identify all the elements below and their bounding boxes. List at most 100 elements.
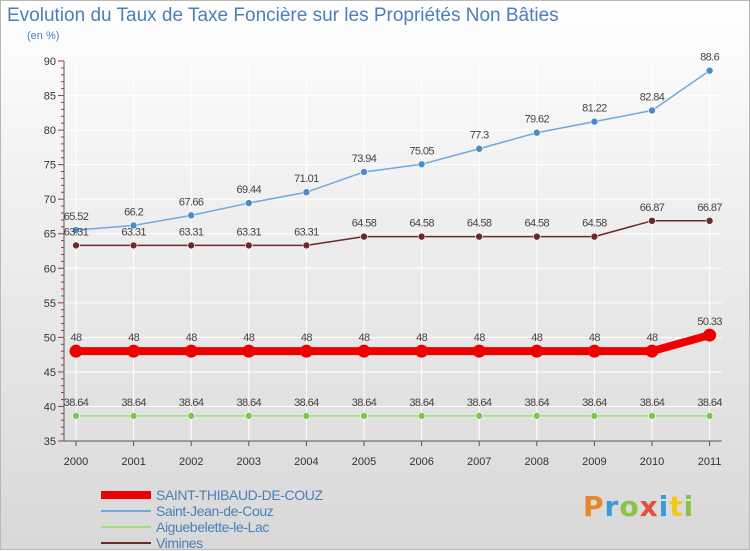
y-tick-label: 70 <box>44 194 56 206</box>
x-tick-label: 2009 <box>582 456 606 468</box>
x-tick-label: 2010 <box>640 456 664 468</box>
chart-title: Evolution du Taux de Taxe Foncière sur l… <box>7 5 559 26</box>
x-tick-label: 2005 <box>352 456 376 468</box>
data-label-saint-thibaud-de-couz: 48 <box>416 332 428 344</box>
data-point-saint-jean-de-couz <box>360 168 368 176</box>
data-label-saint-thibaud-de-couz: 48 <box>128 332 140 344</box>
data-point-vimines <box>245 241 253 250</box>
data-point-saint-jean-de-couz <box>417 160 426 169</box>
data-point-saint-jean-de-couz <box>302 188 311 197</box>
data-label-saint-thibaud-de-couz: 48 <box>474 332 486 344</box>
data-point-vimines <box>129 241 138 250</box>
data-point-vimines <box>417 232 426 241</box>
data-point-saint-jean-de-couz <box>532 128 541 137</box>
y-tick-label: 80 <box>44 125 56 137</box>
unit-label: (en %) <box>27 30 60 42</box>
legend-swatch <box>101 491 151 499</box>
data-label-aiguebelette-le-lac: 38.64 <box>294 397 319 409</box>
data-label-vimines: 63.31 <box>121 226 146 238</box>
data-label-aiguebelette-le-lac: 38.64 <box>179 397 204 409</box>
data-label-aiguebelette-le-lac: 38.64 <box>525 397 550 409</box>
data-point-vimines <box>590 232 599 241</box>
data-point-aiguebelette-le-lac <box>648 412 656 420</box>
data-label-aiguebelette-le-lac: 38.64 <box>467 397 492 409</box>
data-label-vimines: 64.58 <box>467 218 492 230</box>
data-point-aiguebelette-le-lac <box>705 412 714 420</box>
data-point-aiguebelette-le-lac <box>302 412 311 420</box>
data-point-vimines <box>72 241 80 250</box>
data-label-vimines: 63.31 <box>179 226 204 238</box>
data-point-aiguebelette-le-lac <box>475 412 484 420</box>
axes: 35 40 45 50 55 60 65 70 75 80 85 90 2000 2001 2002 2003… <box>44 56 722 468</box>
y-tick-label: 40 <box>44 401 56 413</box>
data-label-saint-jean-de-couz: 88.6 <box>700 52 719 64</box>
data-label-saint-jean-de-couz: 67.66 <box>179 196 204 208</box>
data-point-saint-thibaud-de-couz <box>530 344 544 358</box>
data-point-vimines <box>648 217 656 225</box>
legend-label: Aiguebelette-le-Lac <box>156 519 270 535</box>
data-point-saint-jean-de-couz <box>187 211 195 220</box>
data-label-saint-thibaud-de-couz: 48 <box>70 332 82 344</box>
x-tick-label: 2011 <box>698 456 722 468</box>
data-label-saint-jean-de-couz: 75.05 <box>409 145 434 157</box>
data-labels: 65.52 66.2 67.66 69.44 71.01 73.94 75.05 77.3 79… <box>64 52 723 409</box>
data-label-saint-thibaud-de-couz: 48 <box>186 332 198 344</box>
data-point-vimines <box>705 217 714 225</box>
y-tick-label: 85 <box>44 91 56 103</box>
data-point-aiguebelette-le-lac <box>129 412 138 420</box>
data-label-aiguebelette-le-lac: 38.64 <box>697 397 722 409</box>
data-point-saint-thibaud-de-couz <box>242 344 256 358</box>
series-layer <box>69 66 717 420</box>
data-label-saint-thibaud-de-couz: 48 <box>358 332 370 344</box>
data-point-vimines <box>475 232 484 241</box>
data-point-saint-thibaud-de-couz <box>587 344 601 358</box>
data-point-vimines <box>187 241 195 250</box>
data-point-aiguebelette-le-lac <box>72 412 80 420</box>
data-label-aiguebelette-le-lac: 38.64 <box>121 397 146 409</box>
data-label-vimines: 63.31 <box>294 226 319 238</box>
legend-swatch <box>101 542 151 544</box>
data-point-vimines <box>532 232 541 241</box>
data-point-saint-jean-de-couz <box>72 226 80 234</box>
y-tick-label: 60 <box>44 263 56 275</box>
data-label-saint-jean-de-couz: 77.3 <box>470 130 489 142</box>
data-label-saint-thibaud-de-couz: 48 <box>646 332 658 344</box>
data-point-aiguebelette-le-lac <box>417 412 426 420</box>
data-label-vimines: 64.58 <box>525 218 550 230</box>
data-point-aiguebelette-le-lac <box>590 412 599 420</box>
legend-label: SAINT-THIBAUD-DE-COUZ <box>156 487 323 503</box>
data-point-saint-jean-de-couz <box>705 66 714 75</box>
x-tick-label: 2006 <box>409 456 433 468</box>
data-label-vimines: 63.31 <box>64 226 89 238</box>
data-label-vimines: 63.31 <box>237 226 262 238</box>
data-point-saint-jean-de-couz <box>590 117 599 126</box>
data-point-saint-jean-de-couz <box>475 144 484 153</box>
data-point-saint-thibaud-de-couz <box>472 344 486 358</box>
data-point-saint-thibaud-de-couz <box>69 344 83 358</box>
data-label-saint-jean-de-couz: 65.52 <box>64 211 89 223</box>
legend-swatch <box>101 510 151 512</box>
data-label-saint-jean-de-couz: 79.62 <box>525 114 550 126</box>
data-label-saint-jean-de-couz: 73.94 <box>352 153 377 165</box>
data-point-saint-thibaud-de-couz <box>645 344 659 358</box>
y-tick-label: 90 <box>44 56 56 68</box>
data-point-saint-thibaud-de-couz <box>299 344 313 358</box>
grid <box>64 60 722 441</box>
data-point-vimines <box>302 241 311 250</box>
data-point-saint-thibaud-de-couz <box>415 344 429 358</box>
legend-label: Vimines <box>156 535 203 551</box>
x-tick-label: 2000 <box>64 456 88 468</box>
data-label-vimines: 66.87 <box>697 202 722 214</box>
data-label-saint-thibaud-de-couz: 48 <box>531 332 543 344</box>
data-label-vimines: 64.58 <box>409 218 434 230</box>
x-tick-label: 2001 <box>121 456 145 468</box>
y-tick-label: 65 <box>44 229 56 241</box>
y-tick-label: 50 <box>44 332 56 344</box>
x-tick-label: 2002 <box>179 456 203 468</box>
data-label-vimines: 66.87 <box>640 202 665 214</box>
data-label-aiguebelette-le-lac: 38.64 <box>582 397 607 409</box>
data-label-aiguebelette-le-lac: 38.64 <box>237 397 262 409</box>
y-tick-label: 45 <box>44 367 56 379</box>
